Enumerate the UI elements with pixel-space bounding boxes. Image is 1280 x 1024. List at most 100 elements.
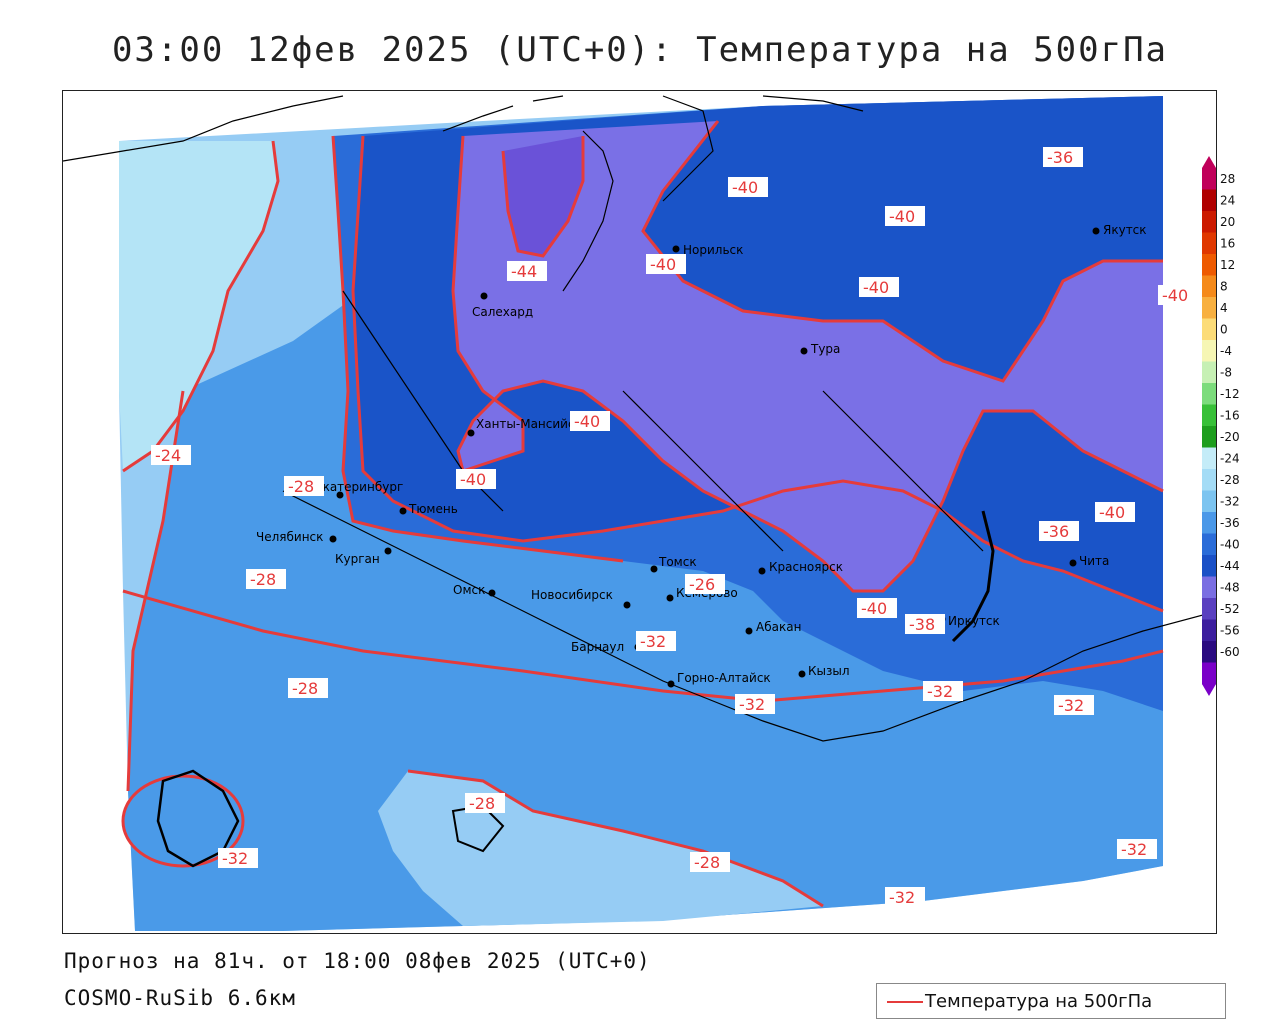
city-salekhard: Салехард — [472, 292, 533, 319]
svg-text:-32: -32 — [222, 849, 248, 868]
colorbar-swatch — [1202, 254, 1216, 276]
isoline-label: -28 — [465, 793, 505, 813]
svg-text:Норильск: Норильск — [683, 243, 743, 257]
isoline-label: -40 — [456, 469, 496, 489]
colorbar-tick-label: 8 — [1220, 279, 1228, 293]
svg-text:-26: -26 — [689, 575, 715, 594]
city-khanty-mansiysk: Ханты-Мансийск — [467, 417, 582, 437]
colorbar-swatch — [1202, 512, 1216, 534]
colorbar-swatch — [1202, 490, 1216, 513]
isoline-label: -32 — [218, 848, 258, 868]
svg-text:-32: -32 — [889, 888, 915, 907]
isoline-m32-south — [122, 589, 1164, 703]
map-frame[interactable]: Норильск Якутск Салехард Тура Ханты-Манс… — [62, 90, 1217, 934]
colorbar-tick-label: -60 — [1220, 645, 1240, 659]
svg-text:-40: -40 — [460, 470, 486, 489]
svg-text:-40: -40 — [863, 278, 889, 297]
temp-band-m44 — [453, 121, 1163, 591]
isoline-label: -32 — [923, 681, 963, 701]
colorbar-tick-label: 20 — [1220, 215, 1235, 229]
svg-text:-38: -38 — [909, 615, 935, 634]
isoline-m40-north — [641, 120, 1163, 383]
svg-text:-40: -40 — [574, 412, 600, 431]
colorbar-tick-label: -36 — [1220, 516, 1240, 530]
svg-text:-40: -40 — [861, 599, 887, 618]
colorbar-tick-label: 16 — [1220, 236, 1235, 250]
isoline-label: -38 — [905, 614, 945, 634]
svg-text:Тюмень: Тюмень — [408, 502, 458, 516]
temp-band-m24 — [119, 141, 278, 471]
colorbar-tick-label: -8 — [1220, 365, 1232, 379]
city-kyzyl: Кызыл — [798, 664, 850, 678]
isoline-label: -32 — [1117, 839, 1157, 859]
color-scale-bar: 28 24 20 16 12 8 4 0 -4 -8 -12 -16 -20 -24 -28 -32 -36 -4… — [1202, 156, 1240, 696]
city-omsk: Омск — [453, 583, 496, 597]
isoline-m40 — [451, 135, 1164, 593]
svg-text:Омск: Омск — [453, 583, 485, 597]
isoline-label: -28 — [246, 569, 286, 589]
colorbar-tick-label: -56 — [1220, 623, 1240, 637]
svg-text:Кызыл: Кызыл — [808, 664, 850, 678]
city-kurgan: Курган — [335, 547, 392, 566]
legend: Температура на 500гПа — [876, 983, 1226, 1019]
colorbar-swatch — [1202, 361, 1216, 384]
colorbar-swatch — [1202, 641, 1216, 663]
svg-text:Салехард: Салехард — [472, 305, 533, 319]
city-gorno-altaysk: Горно-Алтайск — [667, 671, 771, 688]
colorbar-tick-label: 4 — [1220, 301, 1228, 315]
svg-text:-40: -40 — [1099, 503, 1125, 522]
svg-text:-40: -40 — [889, 207, 915, 226]
colorbar-swatch — [1202, 297, 1216, 319]
isoline-label: -40 — [570, 411, 610, 431]
svg-text:Новосибирск: Новосибирск — [531, 588, 613, 602]
isoline-label: -28 — [690, 852, 730, 872]
svg-text:Барнаул: Барнаул — [571, 640, 624, 654]
colorbar-swatch — [1202, 340, 1216, 362]
colorbar-swatch — [1202, 318, 1216, 341]
model-name: COSMO-RuSib 6.6км — [64, 986, 296, 1010]
city-abakan: Абакан — [745, 620, 801, 635]
svg-text:Томск: Томск — [658, 555, 697, 569]
svg-text:Тура: Тура — [810, 342, 840, 356]
colorbar-swatch — [1202, 404, 1216, 427]
colorbar-tick-label: -28 — [1220, 473, 1240, 487]
svg-text:-32: -32 — [640, 632, 666, 651]
colorbar-swatch — [1202, 555, 1216, 577]
svg-text:-32: -32 — [927, 682, 953, 701]
svg-text:-28: -28 — [288, 477, 314, 496]
svg-text:-36: -36 — [1043, 522, 1069, 541]
legend-line-swatch — [887, 1001, 923, 1003]
colorbar-top-arrow — [1202, 156, 1216, 168]
colorbar-swatch — [1202, 469, 1216, 491]
colorbar-swatch — [1202, 189, 1216, 212]
isoline-label: -40 — [728, 177, 768, 197]
legend-label: Температура на 500гПа — [925, 991, 1153, 1012]
svg-text:Екатеринбург: Екатеринбург — [315, 480, 403, 494]
baikal-shore — [951, 510, 995, 643]
isoline-label: -24 — [151, 445, 191, 465]
city-chelyabinsk: Челябинск — [256, 530, 337, 544]
svg-text:Чита: Чита — [1079, 554, 1109, 568]
city-krasnoyarsk: Красноярск — [758, 560, 843, 575]
svg-text:-24: -24 — [155, 446, 181, 465]
region-border-3 — [822, 390, 984, 552]
isoline-label: -32 — [636, 631, 676, 651]
svg-text:-44: -44 — [511, 262, 537, 281]
colorbar-swatch — [1202, 426, 1216, 448]
temp-band-m32-west-patch — [123, 776, 243, 866]
isoline-label: -40 — [859, 277, 899, 297]
svg-text:-32: -32 — [1058, 696, 1084, 715]
svg-text:Горно-Алтайск: Горно-Алтайск — [677, 671, 771, 685]
colorbar-tick-label: 0 — [1220, 322, 1228, 336]
svg-text:Абакан: Абакан — [756, 620, 801, 634]
svg-text:-28: -28 — [469, 794, 495, 813]
colorbar-tick-label: -40 — [1220, 537, 1240, 551]
svg-text:Якутск: Якутск — [1103, 223, 1147, 237]
page-title: 03:00 12фев 2025 (UTC+0): Температура на… — [111, 30, 1169, 70]
svg-text:-40: -40 — [650, 255, 676, 274]
temperature-map[interactable]: Норильск Якутск Салехард Тура Ханты-Манс… — [63, 91, 1217, 934]
isoline-label: -32 — [735, 694, 775, 714]
colorbar-tick-label: -16 — [1220, 408, 1240, 422]
isoline-label: -32 — [1054, 695, 1094, 715]
city-tomsk: Томск — [650, 555, 697, 573]
